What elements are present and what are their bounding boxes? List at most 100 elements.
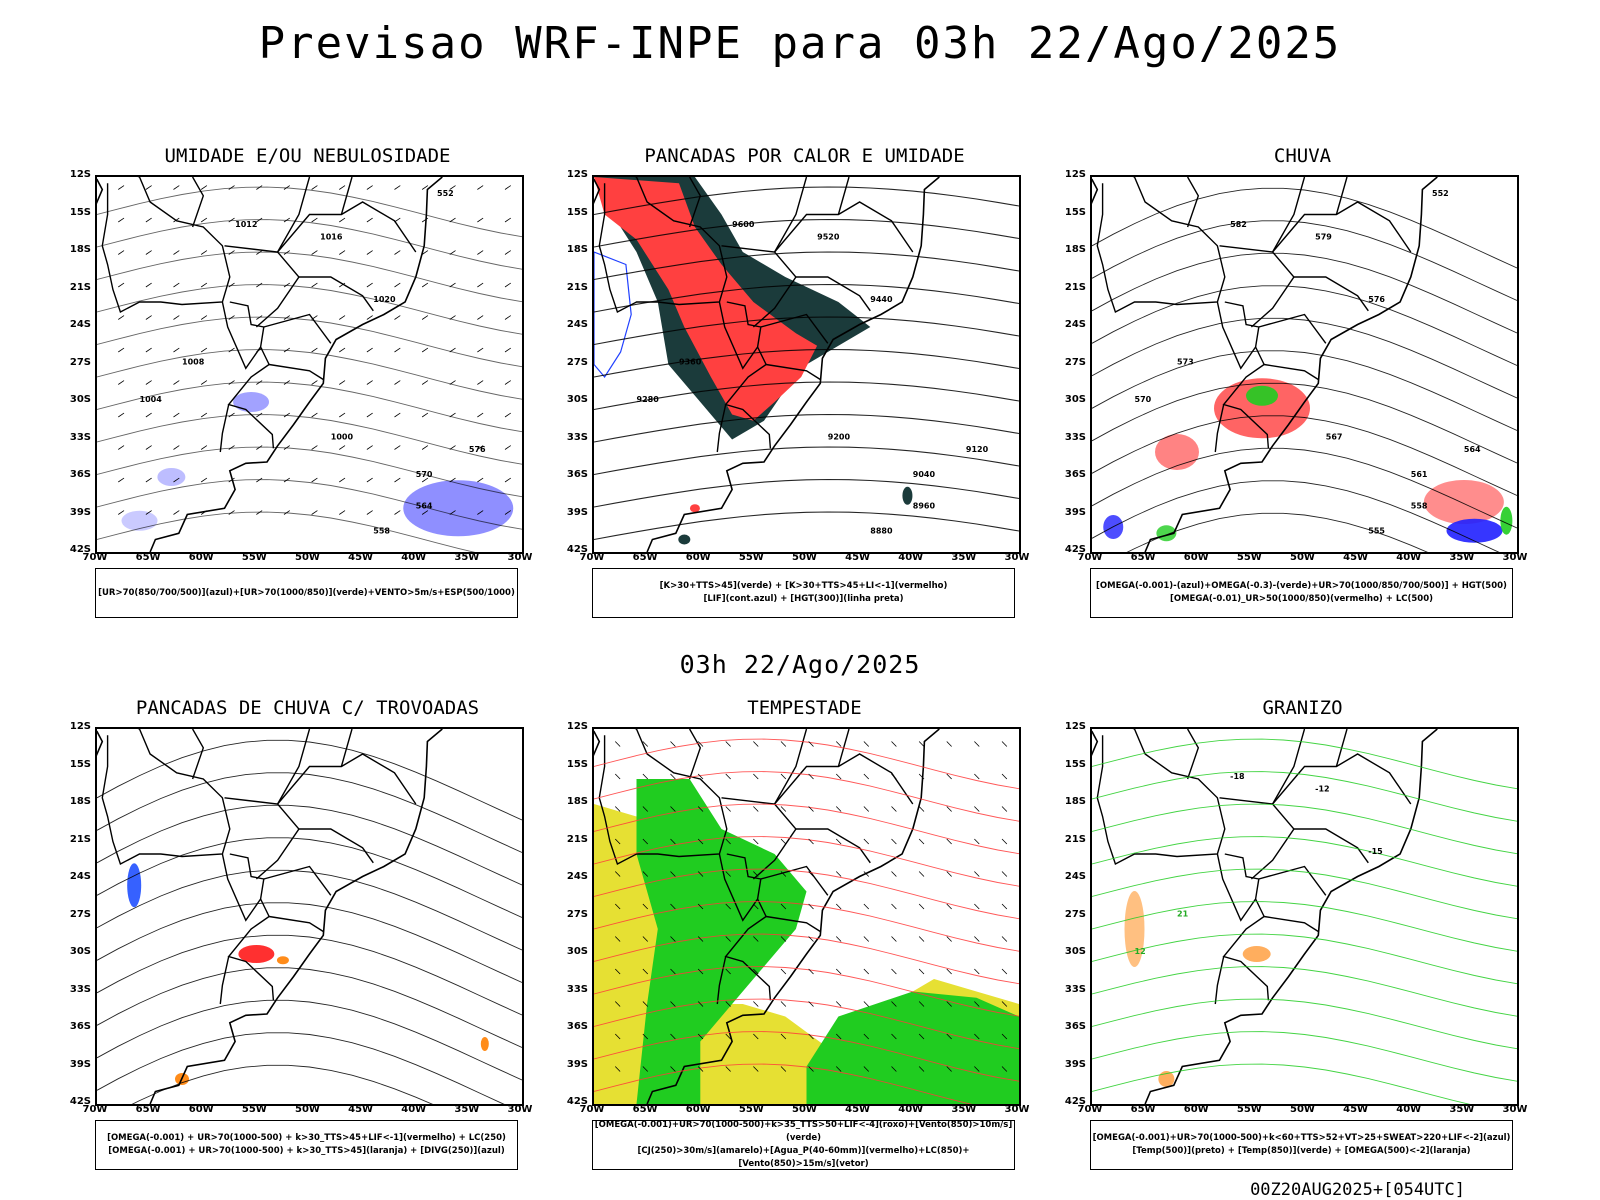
panel-umidade: UMIDADE E/OU NEBULOSIDADE 1012 1016 1020 100… <box>70 145 532 620</box>
contour-label: 579 <box>1315 233 1332 242</box>
lon-tick-label: 55W <box>1236 552 1262 563</box>
lat-tick-label: 42S <box>566 544 588 555</box>
lon-tick-label: 30W <box>1004 552 1030 563</box>
forecast-map: 1012 1016 1020 1008 1004 1000 576 570 564 558 552 <box>95 175 524 554</box>
legend-line: [LIF](cont.azul) + [HGT(300)](linha pret… <box>703 594 904 604</box>
lat-tick-label: 39S <box>566 1058 588 1070</box>
lon-tick-label: 30W <box>507 552 533 563</box>
legend-line: [OMEGA(-0.01)_UR>50(1000/850)(vermelho) … <box>1169 594 1434 604</box>
lon-tick-label: 45W <box>1343 552 1369 563</box>
contour-label: 564 <box>1464 445 1481 454</box>
contour-label: -18 <box>1230 772 1245 781</box>
legend-line: [CJ(250)>30m/s](amarelo)+[Agua_P(40-60mm… <box>637 1146 970 1169</box>
panel-legend: [K>30+TTS>45](verde) + [K>30+TTS>45+LI<-… <box>592 568 1015 618</box>
panel-title: PANCADAS POR CALOR E UMIDADE <box>644 145 965 167</box>
lat-tick-label: 15S <box>566 206 588 218</box>
lat-tick-label: 21S <box>1064 833 1086 845</box>
lat-tick-label: 12S <box>1064 169 1086 180</box>
lon-tick-label: 65W <box>632 552 658 563</box>
lat-tick-label: 30S <box>1064 394 1086 405</box>
lat-tick-label: 18S <box>69 244 91 255</box>
lat-tick-label: 42S <box>1064 544 1086 555</box>
contour-label: 552 <box>1432 189 1449 198</box>
lon-tick-label: 45W <box>845 1104 871 1115</box>
lat-tick-label: 24S <box>1064 871 1086 882</box>
contour-label: 1008 <box>182 358 205 367</box>
lat-tick-label: 24S <box>566 871 588 882</box>
lon-tick-label: 60W <box>1183 552 1209 563</box>
lat-tick-label: 15S <box>69 758 91 770</box>
lat-tick-label: 39S <box>566 506 588 518</box>
lon-tick-label: 30W <box>507 1104 533 1115</box>
contour-label: 552 <box>437 189 454 198</box>
lon-tick-label: 35W <box>1449 552 1475 563</box>
lat-tick-label: 21S <box>1064 281 1086 293</box>
contour-label: 1020 <box>373 295 396 304</box>
lon-tick-label: 65W <box>135 1104 161 1115</box>
legend-line: [Temp(500)](preto) + [Temp(850)](verde) … <box>1132 1146 1471 1156</box>
panel-title: TEMPESTADE <box>747 697 862 719</box>
lat-tick-label: 36S <box>69 469 91 480</box>
lon-tick-label: 55W <box>738 1104 764 1115</box>
panel-title: CHUVA <box>1273 145 1332 167</box>
lat-tick-label: 15S <box>1064 206 1086 218</box>
lon-tick-label: 35W <box>454 1104 480 1115</box>
contour-label: 1016 <box>320 233 343 242</box>
panel-legend: [UR>70(850/700/500)](azul)+[UR>70(1000/8… <box>95 568 518 618</box>
panel-pancadas-calor: PANCADAS POR CALOR E UMIDADE 9600 9520 9440… <box>567 145 1029 620</box>
panel-legend: [OMEGA(-0.001)-(azul)+OMEGA(-0.3)-(verde… <box>1090 568 1513 618</box>
lon-tick-label: 60W <box>1183 1104 1209 1115</box>
lat-tick-label: 33S <box>566 983 588 995</box>
panel-title: GRANIZO <box>1262 697 1343 719</box>
lat-tick-label: 33S <box>69 983 91 995</box>
lat-tick-label: 39S <box>1064 506 1086 518</box>
lat-tick-label: 15S <box>1064 758 1086 770</box>
contour-label: 21 <box>1177 910 1189 919</box>
contour-label: 570 <box>416 470 433 479</box>
contour-label: 576 <box>1368 295 1385 304</box>
panel-granizo: GRANIZO -18 -12 -15 21 12 12S 15S 18S 21S 24S 27S 30… <box>1065 697 1527 1172</box>
contour-label: 9280 <box>637 395 660 404</box>
lat-tick-label: 12S <box>1064 721 1086 732</box>
lat-tick-label: 27S <box>69 356 91 368</box>
lon-tick-label: 35W <box>951 1104 977 1115</box>
lat-tick-label: 24S <box>69 871 91 882</box>
forecast-map <box>592 727 1021 1106</box>
lon-tick-label: 55W <box>738 552 764 563</box>
lon-tick-label: 45W <box>348 1104 374 1115</box>
contour-label: 9040 <box>913 470 936 479</box>
contour-label: 8960 <box>913 501 936 510</box>
contour-label: 582 <box>1230 220 1247 229</box>
panel-legend: [OMEGA(-0.001)+UR>70(1000-500)+k>35_TTS>… <box>592 1120 1015 1170</box>
lat-tick-label: 18S <box>566 796 588 807</box>
lat-tick-label: 12S <box>566 169 588 180</box>
forecast-map: -18 -12 -15 21 12 <box>1090 727 1519 1106</box>
panel-legend: [OMEGA(-0.001)+UR>70(1000-500)+k<60+TTS>… <box>1090 1120 1513 1170</box>
lat-tick-label: 39S <box>69 506 91 518</box>
lat-tick-label: 30S <box>566 394 588 405</box>
contour-label: 576 <box>469 445 486 454</box>
lon-tick-label: 40W <box>898 1104 924 1115</box>
lat-tick-label: 39S <box>1064 1058 1086 1070</box>
panel-title: UMIDADE E/OU NEBULOSIDADE <box>164 145 451 167</box>
contour-label: -12 <box>1315 785 1329 794</box>
lon-tick-label: 30W <box>1502 1104 1528 1115</box>
lon-tick-label: 45W <box>1343 1104 1369 1115</box>
legend-line: [UR>70(850/700/500)](azul)+[UR>70(1000/8… <box>98 587 515 598</box>
lon-tick-label: 40W <box>401 552 427 563</box>
lon-tick-label: 60W <box>188 1104 214 1115</box>
lat-tick-label: 33S <box>566 431 588 443</box>
lon-tick-label: 35W <box>454 552 480 563</box>
lon-tick-label: 40W <box>1396 552 1422 563</box>
lon-tick-label: 65W <box>1130 1104 1156 1115</box>
lat-tick-label: 18S <box>1064 796 1086 807</box>
lon-tick-label: 50W <box>295 1104 320 1115</box>
contour-label: 9600 <box>732 220 755 229</box>
lat-tick-label: 15S <box>69 206 91 218</box>
lat-tick-label: 27S <box>69 908 91 920</box>
lat-tick-label: 42S <box>1064 1096 1086 1107</box>
panel-tempestade: TEMPESTADE 12S 15S 18S 21S 24S 27S 30S 33S 36S 39S… <box>567 697 1029 1172</box>
lon-tick-label: 50W <box>295 552 320 563</box>
contour-label: 558 <box>1411 501 1428 510</box>
lon-tick-label: 55W <box>1236 1104 1262 1115</box>
